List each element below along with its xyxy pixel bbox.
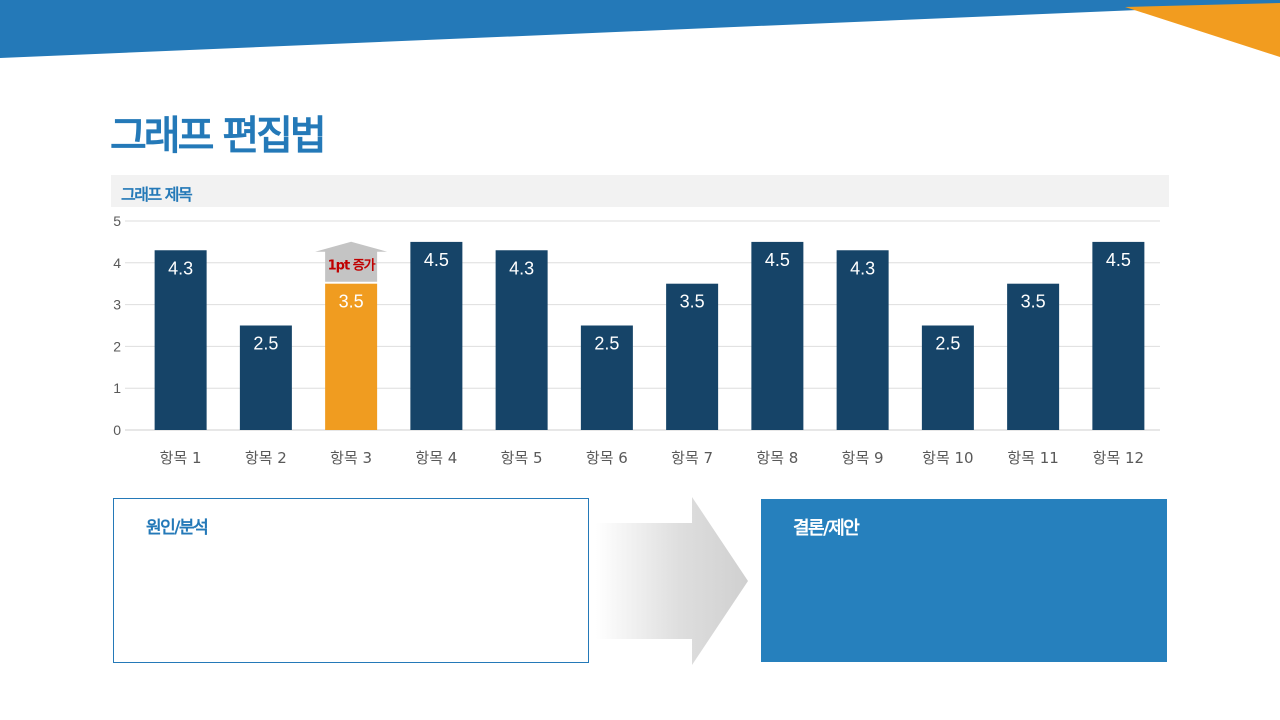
data-label: 3.5 xyxy=(339,292,364,312)
data-label: 4.5 xyxy=(1106,250,1131,270)
x-tick-label: 항목 3 xyxy=(330,449,372,467)
x-tick-label: 항목 4 xyxy=(415,449,457,467)
x-tick-label: 항목 2 xyxy=(245,449,287,467)
x-tick-label: 항목 12 xyxy=(1093,449,1144,467)
data-label: 3.5 xyxy=(1021,292,1046,312)
banner-orange-accent xyxy=(1125,3,1280,57)
x-tick-label: 항목 1 xyxy=(160,449,202,467)
bar xyxy=(921,325,974,430)
page-title: 그래프 편집법 xyxy=(110,113,327,159)
y-tick-label: 0 xyxy=(113,422,121,438)
y-tick-label: 3 xyxy=(113,297,121,313)
conclusion-box: 결론/제안 xyxy=(761,499,1167,662)
x-tick-label: 항목 5 xyxy=(501,449,543,467)
bar xyxy=(751,241,804,430)
y-tick-label: 5 xyxy=(113,213,121,229)
chart-title-bar: 그래프 제목 xyxy=(111,175,1169,207)
x-tick-label: 항목 11 xyxy=(1007,449,1058,467)
data-label: 4.3 xyxy=(168,258,193,278)
bar xyxy=(154,250,207,430)
right-arrow-icon xyxy=(596,497,748,665)
bar xyxy=(666,283,719,430)
bar-chart: 0 1 2 3 4 5 4.3 항목 1 2.5 항목 2 3.5 항목 3 4.5 항목 4 4.3 항목 … xyxy=(113,213,1160,467)
bar xyxy=(1007,283,1060,430)
conclusion-label: 결론/제안 xyxy=(793,518,860,539)
y-tick-label: 4 xyxy=(113,255,121,271)
data-label: 4.3 xyxy=(850,258,875,278)
header-banner xyxy=(0,0,1280,58)
cause-analysis-box: 원인/분석 xyxy=(113,498,589,663)
x-tick-label: 항목 7 xyxy=(671,449,713,467)
x-tick-label: 항목 9 xyxy=(842,449,884,467)
data-label: 4.5 xyxy=(765,250,790,270)
x-tick-label: 항목 10 xyxy=(922,449,973,467)
callout-label: 1pt 증가 xyxy=(328,259,376,274)
bar xyxy=(495,250,548,430)
cause-analysis-label: 원인/분석 xyxy=(146,518,209,538)
data-label: 4.3 xyxy=(509,258,534,278)
data-label: 3.5 xyxy=(680,292,705,312)
x-tick-label: 항목 8 xyxy=(756,449,798,467)
callout-up-arrow-icon xyxy=(315,241,388,282)
bar xyxy=(239,325,292,430)
y-tick-label: 2 xyxy=(113,338,121,354)
bar xyxy=(580,325,633,430)
data-label: 2.5 xyxy=(935,334,960,354)
x-tick-label: 항목 6 xyxy=(586,449,628,467)
bar xyxy=(410,241,463,430)
bar xyxy=(836,250,889,430)
data-label: 2.5 xyxy=(253,334,278,354)
bar xyxy=(1092,241,1145,430)
data-label: 4.5 xyxy=(424,250,449,270)
highlighted-bar xyxy=(325,283,378,430)
banner-blue-band xyxy=(0,0,1280,58)
data-label: 2.5 xyxy=(594,334,619,354)
chart-title: 그래프 제목 xyxy=(121,185,193,204)
y-tick-label: 1 xyxy=(113,380,121,396)
